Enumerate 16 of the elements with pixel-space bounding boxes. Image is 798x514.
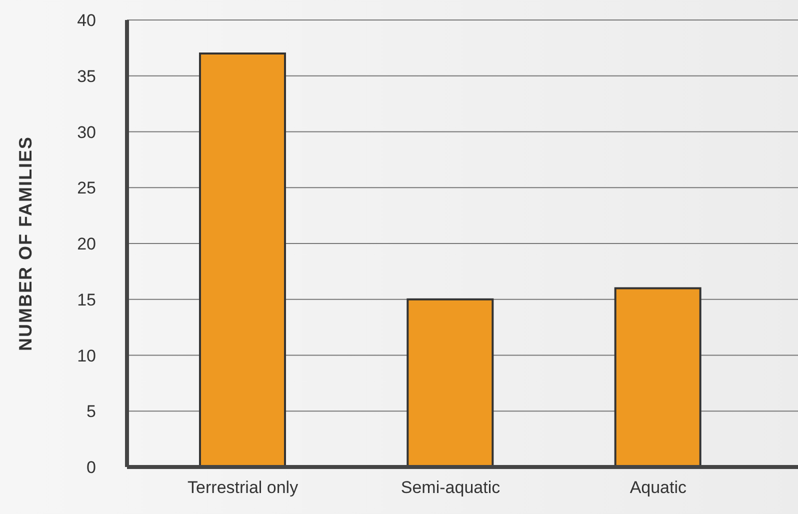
y-tick-label: 30 <box>77 122 96 142</box>
x-tick-label: Semi-aquatic <box>400 478 501 498</box>
x-tick-label: Aquatic <box>630 478 688 498</box>
bar <box>199 52 286 467</box>
y-tick-label: 10 <box>77 346 96 366</box>
bar <box>614 287 702 467</box>
y-tick-label: 35 <box>77 66 96 86</box>
y-tick-label: 40 <box>77 11 96 30</box>
x-tick-label: Terrestrial only <box>188 478 299 498</box>
y-tick-label: 5 <box>86 402 96 422</box>
y-axis-title: NUMBER OF FAMILIES <box>15 136 36 351</box>
bar <box>406 298 494 467</box>
y-tick-label: 15 <box>77 290 96 310</box>
y-tick-label: 0 <box>86 458 96 478</box>
y-tick-label: 20 <box>77 234 96 254</box>
y-tick-label: 25 <box>77 178 96 198</box>
